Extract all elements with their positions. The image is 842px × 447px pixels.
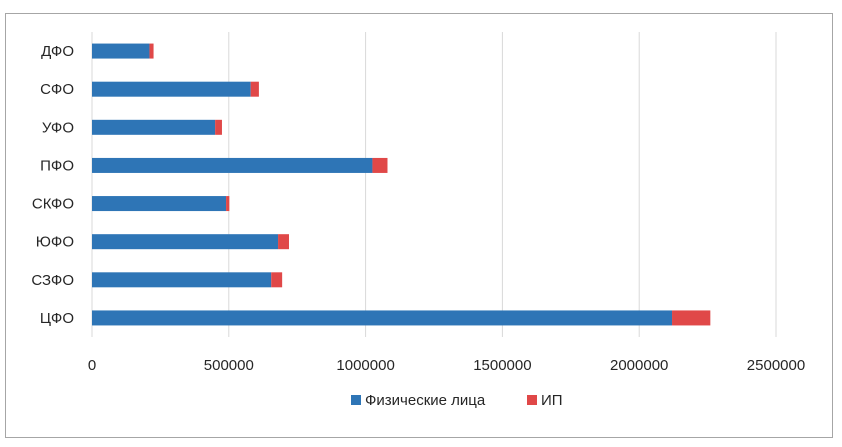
bar-entrepreneurs (226, 196, 230, 212)
bar-individuals (92, 81, 251, 97)
category-labels: ЦФО СЗФО ЮФО СКФО ПФО УФО СФО ДФО (31, 43, 74, 327)
gridlines (91, 32, 777, 337)
category-label: УФО (42, 119, 74, 136)
x-tick-label: 1500000 (473, 357, 531, 374)
bar-individuals (92, 196, 227, 212)
bar-individuals (92, 157, 373, 173)
bar-entrepreneurs (250, 81, 259, 97)
category-label: ЦФО (40, 310, 74, 327)
legend-label: Физические лица (365, 392, 486, 409)
bar-individuals (92, 43, 150, 59)
x-tick-label: 0 (88, 357, 96, 374)
bar-entrepreneurs (215, 119, 222, 135)
category-label: СФО (40, 81, 74, 98)
x-tick-label: 1000000 (336, 357, 394, 374)
bar-entrepreneurs (149, 43, 154, 59)
category-label: СЗФО (31, 272, 74, 289)
bar-individuals (92, 310, 673, 326)
bar-entrepreneurs (278, 234, 289, 250)
bar-entrepreneurs (271, 272, 283, 288)
bar-individuals (92, 234, 279, 250)
bar-individuals (92, 119, 216, 135)
legend: Физические лица ИП (351, 392, 563, 409)
bars (92, 43, 711, 326)
x-tick-label: 500000 (204, 357, 254, 374)
category-label: СКФО (32, 196, 74, 213)
x-tick-label: 2500000 (747, 357, 805, 374)
legend-label: ИП (541, 392, 563, 409)
legend-swatch (527, 395, 537, 405)
category-label: ДФО (41, 43, 74, 60)
bar-entrepreneurs (372, 157, 388, 173)
bar-individuals (92, 272, 272, 288)
x-tick-label: 2000000 (610, 357, 668, 374)
bar-entrepreneurs (672, 310, 711, 326)
category-label: ПФО (40, 157, 74, 174)
legend-swatch (351, 395, 361, 405)
category-label: ЮФО (36, 234, 74, 251)
x-tick-labels: 0 500000 1000000 1500000 2000000 2500000 (88, 357, 805, 374)
